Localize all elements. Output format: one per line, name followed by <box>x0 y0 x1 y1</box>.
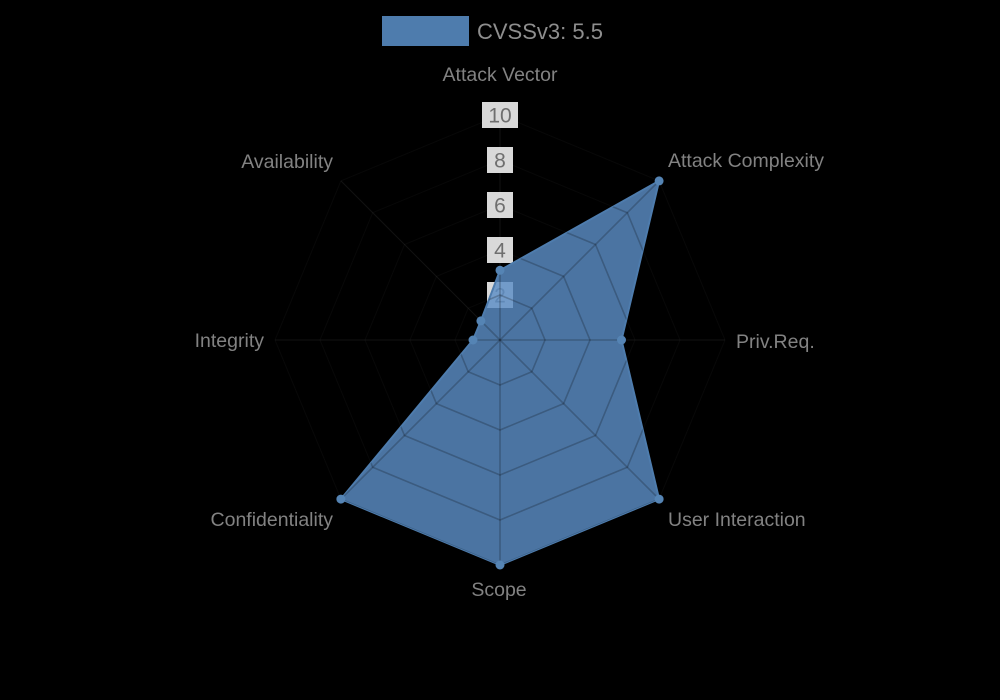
radar-point-user-interaction[interactable] <box>654 494 664 504</box>
tick-label: 4 <box>494 240 506 263</box>
radar-point-scope[interactable] <box>495 560 505 570</box>
radar-point-availability[interactable] <box>476 316 486 326</box>
radar-point-attack-complexity[interactable] <box>654 176 664 186</box>
inner-grid-spoke <box>499 339 660 500</box>
tick-backdrop <box>487 192 513 218</box>
radar-point-integrity[interactable] <box>468 335 478 345</box>
axis-label-integrity: Integrity <box>195 330 265 352</box>
tick-label: 8 <box>494 150 506 173</box>
tick-backdrop <box>487 237 513 263</box>
inner-grid-spoke <box>340 339 501 500</box>
tick: 4 <box>487 237 513 263</box>
radar-point-priv-req[interactable] <box>617 335 626 345</box>
tick-backdrop <box>482 102 518 128</box>
tick-label: 10 <box>488 105 511 128</box>
radar-point-attack-vector[interactable] <box>495 265 505 275</box>
axis-label-attack-complexity: Attack Complexity <box>668 150 824 172</box>
axis-label-priv-req: Priv.Req. <box>736 331 815 353</box>
axis-label-availability: Availability <box>241 151 333 173</box>
tick-label: 6 <box>494 195 506 218</box>
axis-label-scope: Scope <box>471 579 526 601</box>
legend-label[interactable]: CVSSv3: 5.5 <box>477 19 603 44</box>
grid-spoke <box>340 180 501 341</box>
tick: 6 <box>487 192 513 218</box>
tick: 8 <box>487 147 513 173</box>
axis-label-attack-vector: Attack Vector <box>443 64 558 86</box>
legend: CVSSv3: 5.5 <box>382 16 603 46</box>
axis-label-confidentiality: Confidentiality <box>211 509 334 531</box>
tick-backdrop <box>487 147 513 173</box>
tick: 10 <box>482 102 518 128</box>
axis-label-user-interaction: User Interaction <box>668 509 806 531</box>
radar-point-confidentiality[interactable] <box>336 494 346 504</box>
inner-grid-spoke <box>499 180 660 341</box>
legend-swatch[interactable] <box>382 16 469 46</box>
